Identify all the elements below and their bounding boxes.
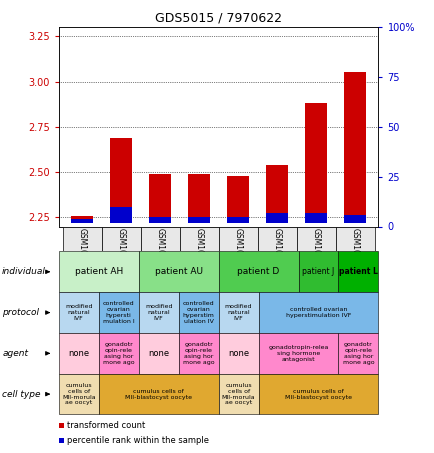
Bar — [59, 374, 99, 414]
FancyBboxPatch shape — [296, 226, 335, 251]
Text: controlled
ovarian
hyperstim
ulation IV: controlled ovarian hyperstim ulation IV — [182, 301, 214, 324]
Text: cumulus cells of
MII-blastocyst oocyte: cumulus cells of MII-blastocyst oocyte — [125, 389, 192, 400]
FancyBboxPatch shape — [62, 226, 102, 251]
Bar — [59, 292, 99, 333]
Text: cumulus
cells of
MII-morula
ae oocyt: cumulus cells of MII-morula ae oocyt — [221, 383, 255, 405]
FancyBboxPatch shape — [179, 226, 218, 251]
Text: controlled ovarian
hyperstimulation IVF: controlled ovarian hyperstimulation IVF — [285, 307, 350, 318]
Bar — [305, 213, 326, 223]
Text: modified
natural
IVF: modified natural IVF — [145, 304, 172, 321]
FancyBboxPatch shape — [218, 226, 257, 251]
Text: GSM1068187: GSM1068187 — [233, 228, 242, 279]
Text: patient J: patient J — [302, 267, 334, 276]
Bar — [218, 374, 258, 414]
Text: patient AH: patient AH — [74, 267, 122, 276]
Text: GSM1068181: GSM1068181 — [194, 228, 203, 279]
Text: cumulus
cells of
MII-morula
ae oocyt: cumulus cells of MII-morula ae oocyt — [62, 383, 95, 405]
Bar — [99, 374, 218, 414]
Text: cumulus cells of
MII-blastocyst oocyte: cumulus cells of MII-blastocyst oocyte — [284, 389, 351, 400]
Bar — [138, 333, 178, 374]
Text: gonadotr
opin-rele
asing hor
mone ago: gonadotr opin-rele asing hor mone ago — [182, 342, 214, 365]
Bar — [178, 333, 218, 374]
Bar — [218, 333, 258, 374]
Text: GSM1068185: GSM1068185 — [155, 228, 164, 279]
Bar — [71, 219, 92, 223]
Bar — [338, 251, 378, 292]
Bar — [338, 333, 378, 374]
Text: protocol: protocol — [2, 308, 39, 317]
Bar — [149, 217, 171, 223]
Bar — [99, 292, 138, 333]
Text: patient D: patient D — [237, 267, 279, 276]
Text: modified
natural
IVF: modified natural IVF — [224, 304, 252, 321]
Text: patient L: patient L — [338, 267, 377, 276]
Bar — [59, 251, 138, 292]
Bar — [188, 174, 209, 223]
Bar — [344, 72, 365, 223]
Text: GSM1068182: GSM1068182 — [272, 228, 281, 279]
Bar — [149, 174, 171, 223]
FancyBboxPatch shape — [102, 226, 140, 251]
Text: gonadotropin-relea
sing hormone
antagonist: gonadotropin-relea sing hormone antagoni… — [268, 345, 328, 361]
Text: controlled
ovarian
hypersti
mulation I: controlled ovarian hypersti mulation I — [102, 301, 134, 324]
Bar — [188, 217, 209, 223]
Bar — [305, 103, 326, 223]
Bar — [110, 138, 132, 223]
Text: none: none — [148, 349, 169, 358]
Text: transformed count: transformed count — [66, 421, 145, 430]
Text: gonadotr
opin-rele
asing hor
mone ago: gonadotr opin-rele asing hor mone ago — [342, 342, 373, 365]
Bar — [266, 165, 287, 223]
Bar — [258, 374, 378, 414]
Bar — [258, 333, 338, 374]
FancyBboxPatch shape — [140, 226, 179, 251]
Text: percentile rank within the sample: percentile rank within the sample — [66, 436, 208, 445]
Bar — [59, 439, 64, 443]
Bar — [99, 333, 138, 374]
Text: none: none — [227, 349, 249, 358]
Bar — [178, 292, 218, 333]
Bar — [59, 333, 99, 374]
FancyBboxPatch shape — [257, 226, 296, 251]
Bar — [138, 292, 178, 333]
Bar — [344, 215, 365, 223]
Text: agent: agent — [2, 349, 28, 358]
Title: GDS5015 / 7970622: GDS5015 / 7970622 — [155, 12, 281, 24]
Bar — [298, 251, 338, 292]
Bar — [258, 292, 378, 333]
Text: GSM1068184: GSM1068184 — [350, 228, 359, 279]
Text: individual: individual — [2, 267, 46, 276]
Bar — [218, 251, 298, 292]
Bar — [227, 217, 248, 223]
Bar — [59, 424, 64, 428]
Bar — [138, 251, 218, 292]
Text: GSM1068180: GSM1068180 — [116, 228, 125, 279]
Text: gonadotr
opin-rele
asing hor
mone ago: gonadotr opin-rele asing hor mone ago — [102, 342, 134, 365]
Text: GSM1068183: GSM1068183 — [311, 228, 320, 279]
Text: cell type: cell type — [2, 390, 41, 399]
Text: modified
natural
IVF: modified natural IVF — [65, 304, 92, 321]
Bar — [110, 207, 132, 223]
Bar — [71, 216, 92, 223]
Text: patient AU: patient AU — [154, 267, 202, 276]
Bar — [218, 292, 258, 333]
Bar — [266, 213, 287, 223]
Text: GSM1068186: GSM1068186 — [77, 228, 86, 279]
Bar — [227, 176, 248, 223]
Text: none: none — [68, 349, 89, 358]
FancyBboxPatch shape — [335, 226, 374, 251]
